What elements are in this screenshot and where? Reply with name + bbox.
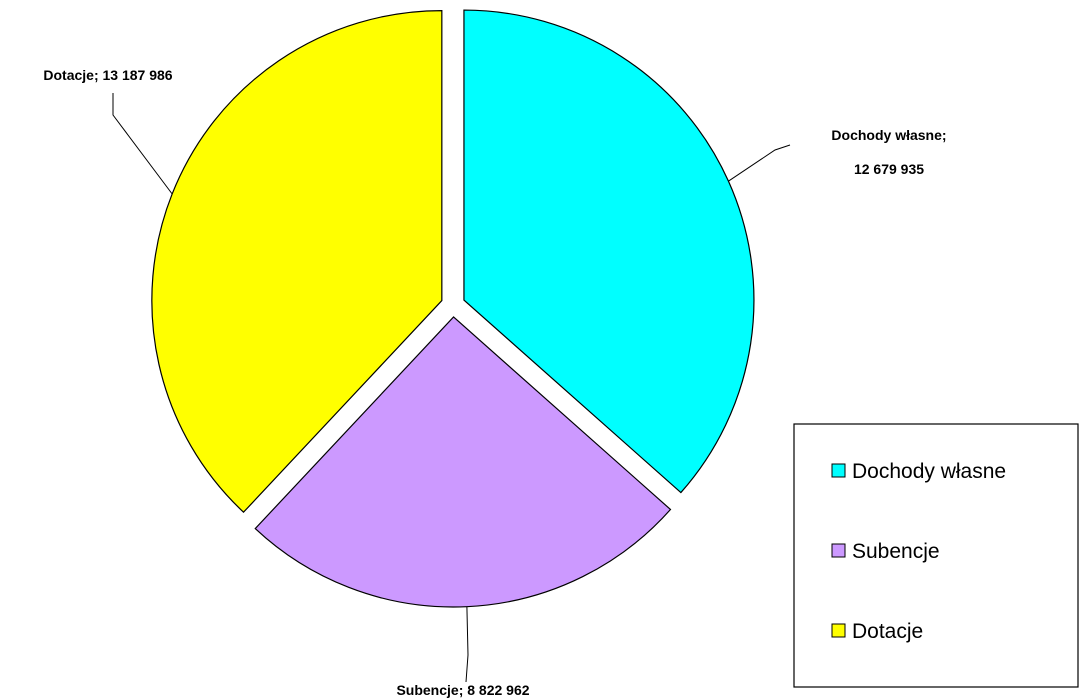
data-label-dochody-wlasne-line1: Dochody własne; [831, 127, 946, 143]
pie-slices [151, 9, 755, 608]
legend-swatch-subencje [831, 543, 846, 558]
data-label-dotacje: Dotacje; 13 187 986 [43, 67, 172, 83]
legend-label-subencje: Subencje [852, 540, 940, 563]
legend-label-dochody-wlasne: Dochody własne [852, 460, 1006, 483]
leader-line-subencje [465, 606, 469, 683]
data-label-subencje: Subencje; 8 822 962 [396, 682, 529, 698]
pie-slice-subencje [254, 316, 672, 608]
data-label-dochody-wlasne-line2: 12 679 935 [854, 161, 924, 177]
leader-line-dochody-wlasne [728, 144, 791, 182]
leader-line-dotacje [112, 93, 173, 195]
legend: Dochody własne Subencje Dotacje [793, 423, 1079, 688]
pie-slice-dotacje [151, 9, 443, 514]
pie-slice-dochody-wlasne [463, 9, 755, 494]
leader-lines [112, 93, 791, 683]
legend-label-dotacje: Dotacje [852, 620, 923, 643]
legend-swatch-dochody-wlasne [831, 463, 846, 478]
legend-swatch-dotacje [831, 623, 846, 638]
